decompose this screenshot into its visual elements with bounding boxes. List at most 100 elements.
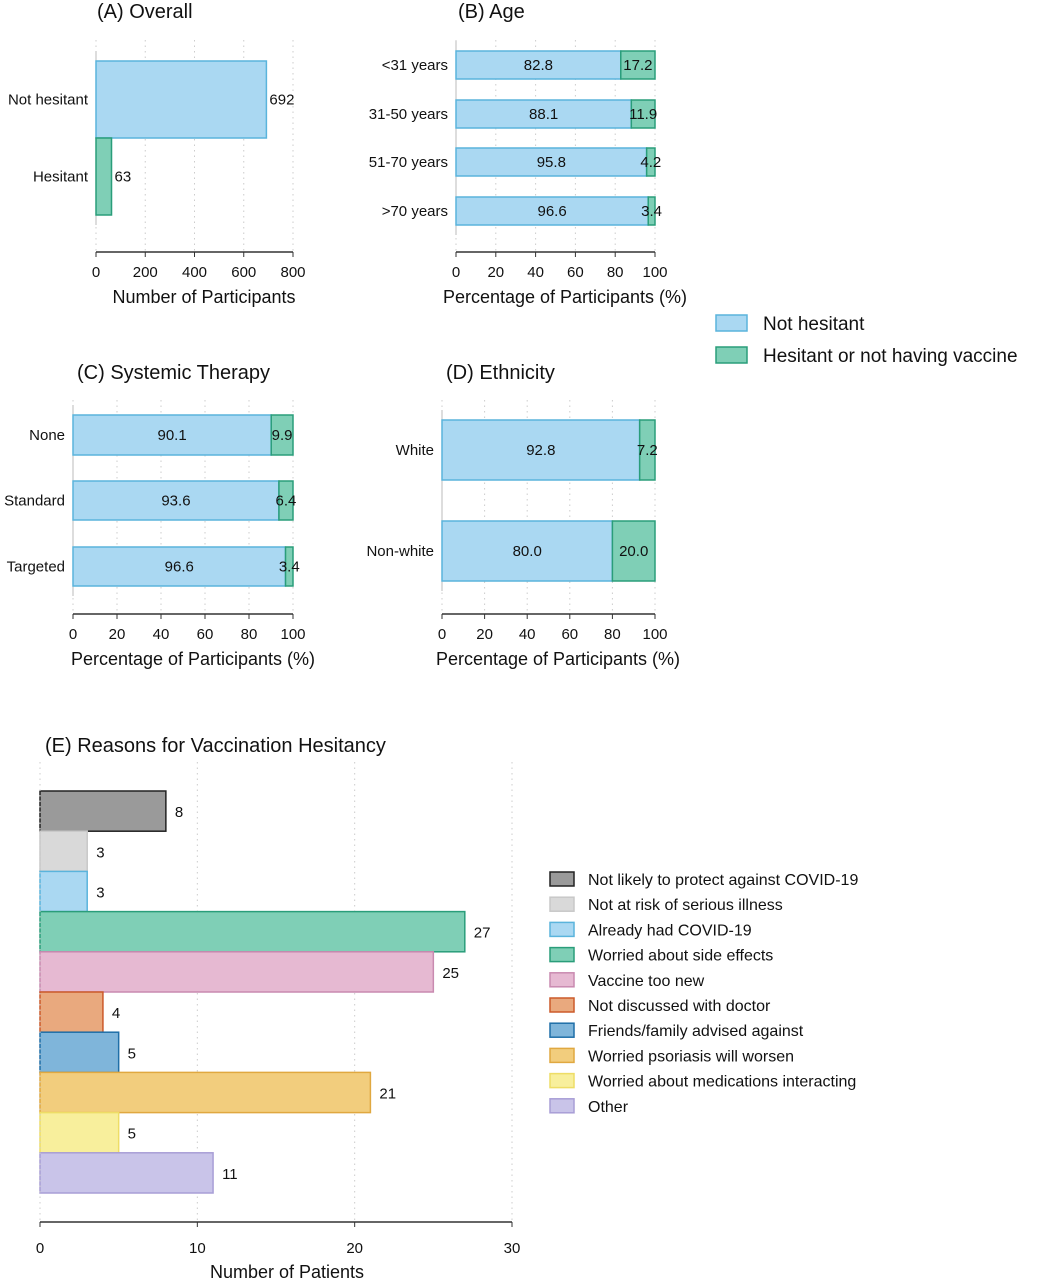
x-tick-label: 80 bbox=[241, 626, 258, 643]
data-label: 692 bbox=[269, 92, 294, 109]
panel-title: (A) Overall bbox=[97, 1, 193, 23]
legend-swatch bbox=[549, 1098, 575, 1114]
legend-swatch bbox=[715, 346, 748, 364]
bar bbox=[39, 1071, 372, 1114]
bar bbox=[39, 951, 435, 993]
x-tick-label: 60 bbox=[561, 626, 578, 643]
data-label: 6.4 bbox=[276, 493, 297, 510]
x-tick-label: 100 bbox=[642, 626, 667, 643]
x-tick-label: 20 bbox=[346, 1240, 363, 1257]
x-tick-label: 30 bbox=[504, 1240, 521, 1257]
bar-hesitant bbox=[284, 546, 294, 587]
legend-label: Worried about side effects bbox=[588, 948, 773, 965]
data-label: 88.1 bbox=[529, 106, 558, 123]
x-tick-label: 40 bbox=[527, 264, 544, 281]
bar-not-hesitant bbox=[455, 196, 649, 226]
panel-title: (E) Reasons for Vaccination Hesitancy bbox=[45, 735, 386, 757]
x-tick-label: 40 bbox=[519, 626, 536, 643]
bar bbox=[39, 991, 104, 1033]
category-label: Not hesitant bbox=[8, 92, 89, 109]
x-tick-label: 60 bbox=[567, 264, 584, 281]
bar-hesitant bbox=[611, 520, 656, 582]
panel-a: (A) Overall 0 200 400 600 800 Number of Partic… bbox=[8, 1, 306, 307]
data-label: 90.1 bbox=[158, 427, 187, 444]
legend-label: Not discussed with doctor bbox=[588, 998, 771, 1015]
data-label: 3.4 bbox=[641, 203, 662, 220]
panel-title: (B) Age bbox=[458, 1, 525, 23]
category-label: White bbox=[396, 442, 434, 459]
x-tick-label: 800 bbox=[280, 264, 305, 281]
x-tick-label: 20 bbox=[487, 264, 504, 281]
legend-swatch bbox=[549, 871, 575, 887]
x-tick-label: 600 bbox=[231, 264, 256, 281]
x-tick-label: 80 bbox=[607, 264, 624, 281]
legend-swatch bbox=[549, 1072, 575, 1089]
data-label: 96.6 bbox=[165, 559, 194, 576]
legend-label: Already had COVID-19 bbox=[588, 922, 752, 939]
bar-hesitant bbox=[645, 147, 656, 177]
category-label: <31 years bbox=[382, 57, 448, 74]
legend-swatch bbox=[549, 972, 575, 988]
data-label: 96.6 bbox=[538, 203, 567, 220]
data-label: 92.8 bbox=[526, 442, 555, 459]
x-axis-label: Percentage of Participants (%) bbox=[443, 287, 687, 307]
data-label: 4 bbox=[112, 1005, 120, 1022]
legend-label: Other bbox=[588, 1099, 629, 1116]
data-label: 93.6 bbox=[161, 493, 190, 510]
legend-label: Hesitant or not having vaccine bbox=[763, 346, 1018, 367]
legend-label: Not likely to protect against COVID-19 bbox=[588, 872, 858, 889]
data-label: 9.9 bbox=[272, 427, 293, 444]
x-tick-label: 20 bbox=[476, 626, 493, 643]
panel-d: (D) Ethnicity 0 20 40 60 80 100 Percentage of P… bbox=[366, 362, 680, 669]
panel-b: (B) Age 0 20 40 60 80 100 Percentage of Partici… bbox=[369, 1, 687, 307]
data-label: 82.8 bbox=[524, 57, 553, 74]
bar-not-hesitant bbox=[455, 99, 633, 129]
bar-not-hesitant bbox=[455, 147, 648, 177]
bar-hesitant bbox=[638, 419, 656, 481]
x-axis-label: Percentage of Participants (%) bbox=[436, 649, 680, 669]
bar-hesitant bbox=[630, 99, 656, 129]
panel-title: (C) Systemic Therapy bbox=[77, 362, 270, 384]
bar bbox=[39, 1111, 120, 1154]
data-label: 95.8 bbox=[537, 154, 566, 171]
data-label: 25 bbox=[442, 965, 459, 982]
data-label: 11 bbox=[222, 1166, 238, 1183]
x-axis-label: Number of Participants bbox=[112, 287, 295, 307]
data-label: 63 bbox=[115, 169, 132, 186]
legend-label: Not at risk of serious illness bbox=[588, 897, 783, 914]
legend-swatch bbox=[549, 896, 575, 912]
category-label: None bbox=[29, 427, 65, 444]
data-label: 11.9 bbox=[629, 106, 657, 123]
panel-e: (E) Reasons for Vaccination Hesitancy 0 10… bbox=[36, 735, 859, 1280]
legend-label: Worried psoriasis will worsen bbox=[588, 1048, 794, 1065]
panel-c: (C) Systemic Therapy 0 20 40 60 80 100 Percenta… bbox=[4, 362, 315, 669]
bar-not-hesitant bbox=[72, 414, 272, 456]
data-label: 80.0 bbox=[513, 543, 542, 560]
bar-not-hesitant bbox=[72, 546, 287, 587]
data-label: 3.4 bbox=[279, 559, 300, 576]
bar-not-hesitant bbox=[455, 50, 622, 80]
bar-hesitant bbox=[278, 480, 294, 521]
category-label: Hesitant bbox=[33, 169, 89, 186]
bar bbox=[39, 1152, 214, 1194]
bar bbox=[39, 910, 466, 953]
data-label: 17.2 bbox=[623, 57, 652, 74]
data-label: 7.2 bbox=[637, 442, 658, 459]
x-tick-label: 60 bbox=[197, 626, 214, 643]
bar bbox=[39, 790, 167, 832]
bar-hesitant bbox=[647, 196, 656, 226]
data-label: 4.2 bbox=[640, 154, 661, 171]
legend-label: Vaccine too new bbox=[588, 973, 705, 990]
data-label: 27 bbox=[474, 925, 491, 942]
legend-label: Friends/family advised against bbox=[588, 1023, 804, 1040]
x-tick-label: 40 bbox=[153, 626, 170, 643]
legend-swatch bbox=[549, 1047, 575, 1064]
data-label: 21 bbox=[379, 1086, 396, 1103]
x-tick-label: 20 bbox=[109, 626, 126, 643]
legend-swatch bbox=[549, 946, 575, 963]
data-label: 5 bbox=[128, 1126, 136, 1143]
bar bbox=[95, 137, 113, 216]
data-label: 3 bbox=[96, 885, 104, 902]
x-tick-label: 0 bbox=[69, 626, 77, 643]
